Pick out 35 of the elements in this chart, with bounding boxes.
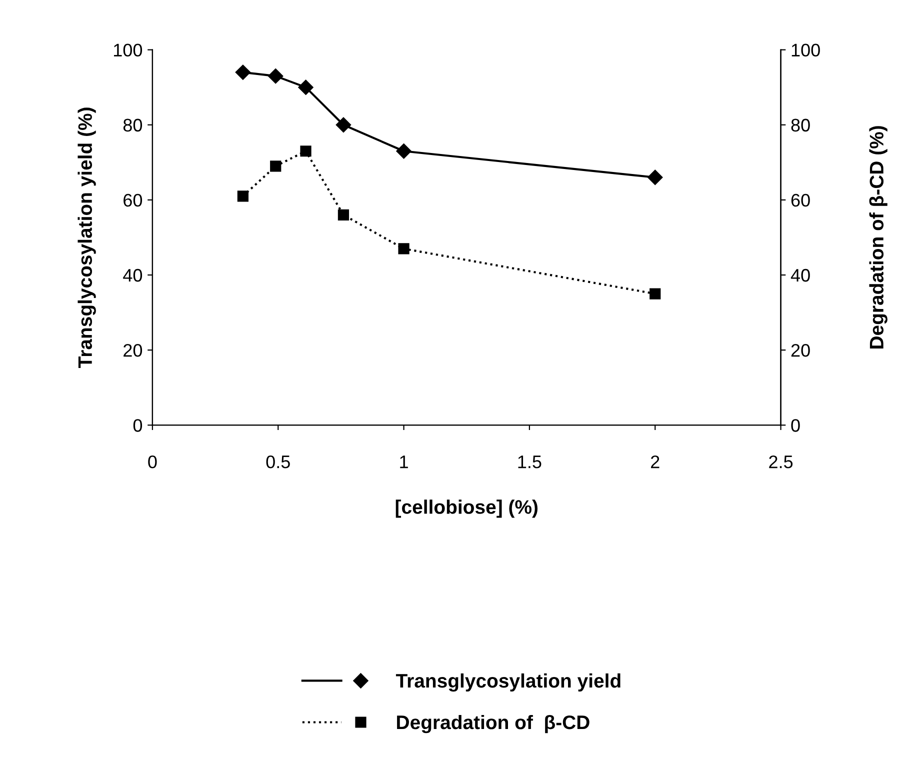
y2-tick-label: 40	[790, 268, 810, 282]
point	[650, 288, 661, 300]
x-tick-label: 2.5	[769, 455, 793, 468]
point	[398, 243, 410, 254]
x-tick-label: 1	[400, 456, 408, 468]
x-tick-label: 1.5	[518, 456, 542, 468]
y-tick-label: 80	[123, 118, 142, 132]
point	[300, 146, 312, 157]
point	[298, 80, 314, 95]
y-tick-label: 100	[114, 44, 142, 57]
y2-tick-label: 0	[791, 419, 800, 432]
point	[338, 209, 350, 220]
y2-tick-label: 20	[791, 344, 810, 357]
x-tick-label: 0.5	[266, 455, 290, 468]
y-tick-label: 60	[124, 194, 142, 207]
y2-axis-title: Degradation of β-CD (%)	[869, 126, 888, 348]
y-tick-label: 0	[133, 419, 142, 432]
x-tick-label: 2	[651, 455, 660, 468]
point	[268, 68, 284, 84]
y2-tick-label: 60	[791, 194, 810, 207]
point	[235, 64, 251, 80]
x-axis-title: [cellobiose] (%)	[396, 500, 538, 518]
x-tick-label: 0	[148, 455, 157, 468]
point	[270, 160, 282, 172]
point	[396, 144, 412, 159]
y-tick-label: 20	[124, 344, 142, 357]
y-axis-title: Transglycosylation yield (%)	[78, 108, 96, 368]
legend-label: Transglycosylation yield	[396, 673, 620, 692]
y-tick-label: 40	[123, 268, 142, 282]
y2-tick-label: 80	[791, 118, 810, 132]
legend-label: Degradation of β-CD	[397, 714, 590, 734]
point	[336, 117, 352, 132]
point	[237, 190, 248, 202]
y2-tick-label: 100	[792, 44, 820, 57]
point	[648, 170, 663, 185]
